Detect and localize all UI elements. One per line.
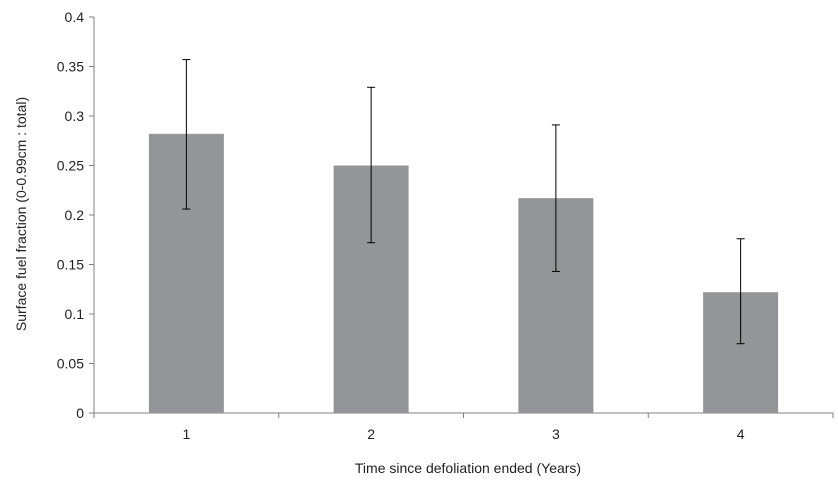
y-tick-label: 0.25 xyxy=(57,158,84,174)
y-tick-label: 0.15 xyxy=(57,257,84,273)
x-tick-label: 2 xyxy=(367,426,375,442)
y-tick-label: 0.1 xyxy=(65,306,85,322)
y-tick-label: 0 xyxy=(76,405,84,421)
error-bars xyxy=(182,59,745,345)
x-tick-label: 1 xyxy=(182,426,190,442)
y-tick-label: 0.35 xyxy=(57,59,84,75)
y-axis-title: Surface fuel fraction (0-0.99cm : total) xyxy=(13,97,29,331)
y-tick-label: 0.4 xyxy=(65,9,85,25)
y-tick-label: 0.3 xyxy=(65,108,85,124)
y-tick-label: 0.05 xyxy=(57,356,84,372)
y-tick-labels: 0 0.05 0.1 0.15 0.2 0.25 0.3 0.35 0.4 xyxy=(57,9,84,421)
bars xyxy=(148,133,779,413)
x-tick-label: 4 xyxy=(737,426,745,442)
x-tick-label: 3 xyxy=(552,426,560,442)
x-axis-title: Time since defoliation ended (Years) xyxy=(355,460,581,476)
y-tick-label: 0.2 xyxy=(65,207,85,223)
x-tick-labels: 1 2 3 4 xyxy=(182,426,744,442)
